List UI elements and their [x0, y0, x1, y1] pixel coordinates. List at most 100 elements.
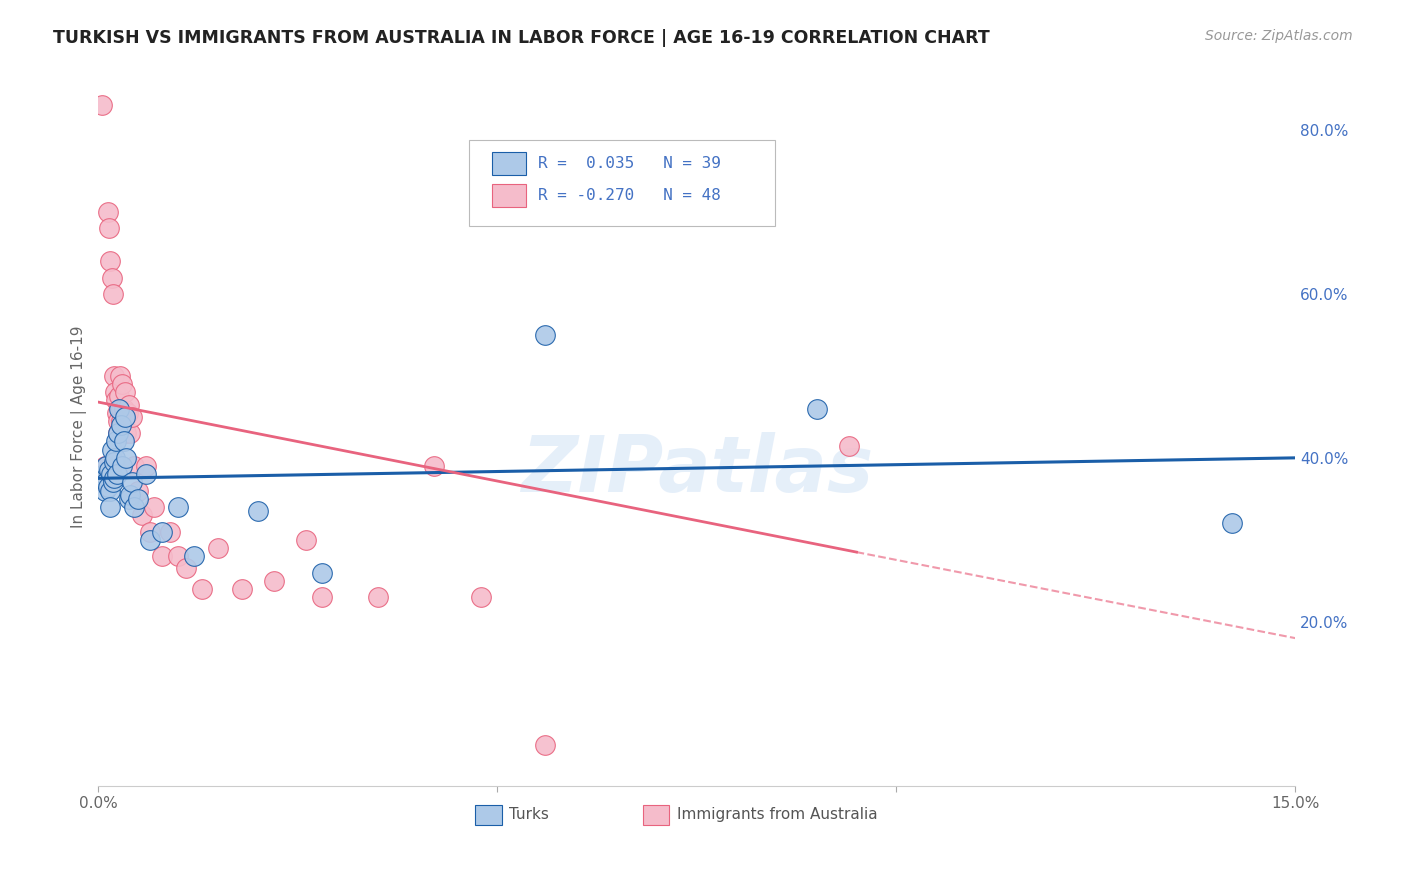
Point	[838, 438, 860, 452]
Point	[101, 270, 124, 285]
Point	[115, 426, 138, 441]
Point	[159, 524, 181, 539]
Point	[122, 500, 145, 514]
Point	[93, 458, 115, 473]
Point	[108, 401, 131, 416]
Point	[107, 426, 129, 441]
Point	[183, 549, 205, 564]
Point	[107, 414, 129, 428]
Point	[534, 327, 557, 342]
Point	[96, 475, 118, 490]
Point	[121, 475, 143, 490]
Point	[295, 533, 318, 547]
Point	[103, 368, 125, 383]
Point	[114, 409, 136, 424]
Point	[422, 458, 444, 473]
Point	[110, 401, 132, 416]
Point	[91, 98, 114, 112]
Point	[115, 450, 138, 465]
Point	[127, 483, 149, 498]
Point	[122, 458, 145, 473]
Point	[105, 467, 128, 482]
Point	[139, 533, 162, 547]
Point	[470, 590, 492, 604]
Point	[98, 483, 121, 498]
Bar	[492, 184, 526, 207]
Point	[101, 287, 124, 301]
Point	[120, 426, 142, 441]
Point	[110, 414, 132, 428]
Point	[127, 491, 149, 506]
Point	[191, 582, 214, 596]
Point	[112, 401, 135, 416]
FancyBboxPatch shape	[470, 140, 775, 227]
Point	[97, 463, 120, 477]
Point	[367, 590, 389, 604]
Point	[311, 566, 333, 580]
Point	[1220, 516, 1243, 531]
Point	[104, 393, 127, 408]
Point	[135, 458, 157, 473]
Point	[118, 491, 141, 506]
Point	[150, 549, 173, 564]
Point	[101, 475, 124, 490]
Point	[167, 549, 190, 564]
Bar	[475, 805, 502, 825]
Point	[103, 471, 125, 485]
Text: Turks: Turks	[509, 807, 548, 822]
Point	[135, 467, 157, 482]
Text: Source: ZipAtlas.com: Source: ZipAtlas.com	[1205, 29, 1353, 43]
Y-axis label: In Labor Force | Age 16-19: In Labor Force | Age 16-19	[72, 326, 87, 528]
Point	[97, 205, 120, 219]
Point	[96, 458, 118, 473]
Point	[98, 254, 121, 268]
Point	[104, 450, 127, 465]
Point	[167, 500, 190, 514]
Point	[100, 467, 122, 482]
Point	[96, 475, 118, 490]
Point	[121, 409, 143, 424]
Point	[534, 738, 557, 752]
Point	[110, 418, 132, 433]
Point	[108, 389, 131, 403]
Point	[231, 582, 253, 596]
Bar	[643, 805, 669, 825]
Point	[104, 434, 127, 449]
Point	[97, 221, 120, 235]
Point	[246, 504, 269, 518]
Point	[114, 385, 136, 400]
Point	[101, 442, 124, 457]
Point	[263, 574, 285, 588]
Point	[108, 368, 131, 383]
Point	[103, 455, 125, 469]
Point	[111, 377, 134, 392]
Point	[174, 561, 197, 575]
Point	[93, 475, 115, 490]
Point	[150, 524, 173, 539]
Point	[311, 590, 333, 604]
Text: TURKISH VS IMMIGRANTS FROM AUSTRALIA IN LABOR FORCE | AGE 16-19 CORRELATION CHAR: TURKISH VS IMMIGRANTS FROM AUSTRALIA IN …	[53, 29, 990, 46]
Point	[105, 406, 128, 420]
Point	[93, 483, 115, 498]
Point	[111, 458, 134, 473]
Point	[207, 541, 229, 555]
Point	[112, 434, 135, 449]
Text: R =  0.035   N = 39: R = 0.035 N = 39	[537, 156, 720, 171]
Point	[104, 385, 127, 400]
Text: ZIPatlas: ZIPatlas	[520, 432, 873, 508]
Point	[806, 401, 828, 416]
Text: R = -0.270   N = 48: R = -0.270 N = 48	[537, 188, 720, 203]
Point	[139, 524, 162, 539]
Point	[117, 406, 139, 420]
Point	[120, 488, 142, 502]
Point	[97, 479, 120, 493]
Text: Immigrants from Australia: Immigrants from Australia	[676, 807, 877, 822]
Point	[98, 500, 121, 514]
Point	[143, 500, 166, 514]
Bar	[492, 153, 526, 176]
Point	[93, 467, 115, 482]
Point	[91, 471, 114, 485]
Point	[131, 508, 153, 523]
Point	[107, 426, 129, 441]
Point	[118, 398, 141, 412]
